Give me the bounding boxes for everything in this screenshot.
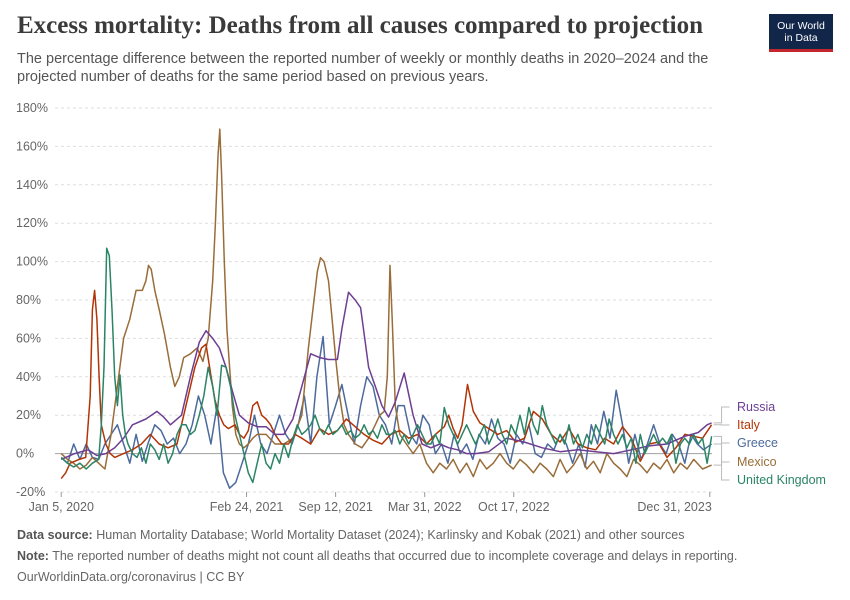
x-tick-label: Feb 24, 2021 — [210, 500, 284, 514]
y-tick-label: 100% — [16, 255, 48, 269]
y-tick-label: 0% — [16, 447, 34, 461]
series-line-italy[interactable] — [60, 289, 713, 480]
y-tick-label: 60% — [16, 331, 41, 345]
legend: Russia Italy Greece Mexico United Kingdom — [713, 400, 826, 487]
logo-line-1: Our World — [777, 20, 825, 32]
legend-label-greece[interactable]: Greece — [737, 436, 778, 450]
x-axis-labels: Jan 5, 2020 Feb 24, 2021 Sep 12, 2021 Mar 3… — [29, 492, 712, 514]
series-line-greece[interactable] — [60, 335, 713, 489]
legend-label-united-kingdom[interactable]: United Kingdom — [737, 473, 826, 487]
legend-connector-united-kingdom — [713, 435, 730, 481]
chart-note: Note: The reported number of deaths migh… — [17, 549, 737, 563]
y-tick-label: 80% — [16, 293, 41, 307]
chart-title: Excess mortality: Deaths from all causes… — [17, 12, 703, 39]
x-tick-label: Dec 31, 2023 — [637, 500, 711, 514]
credit[interactable]: OurWorldinData.org/coronavirus | CC BY — [17, 570, 245, 584]
y-tick-label: 40% — [16, 370, 41, 384]
y-tick-label: 20% — [16, 408, 41, 422]
legend-connector-russia — [713, 406, 730, 424]
legend-label-italy[interactable]: Italy — [737, 418, 761, 432]
x-tick-label: Mar 31, 2022 — [388, 500, 462, 514]
data-source-text: Human Mortality Database; World Mortalit… — [96, 528, 685, 542]
note-text: The reported number of deaths might not … — [52, 549, 738, 563]
series-line-mexico[interactable] — [60, 128, 712, 478]
y-axis-labels: -20% 0% 20% 40% 60% 80% 100% 120% 140% 160% 180% — [16, 101, 48, 499]
x-tick-label: Oct 17, 2022 — [478, 500, 550, 514]
series-line-russia[interactable] — [60, 291, 712, 461]
legend-label-mexico[interactable]: Mexico — [737, 455, 777, 469]
y-tick-label: -20% — [16, 485, 45, 499]
grid-layer — [55, 107, 712, 493]
owid-logo[interactable]: Our World in Data — [769, 14, 833, 52]
data-source-label: Data source: — [17, 528, 93, 542]
x-tick-label: Sep 12, 2021 — [298, 500, 372, 514]
y-tick-label: 140% — [16, 178, 48, 192]
data-source: Data source: Human Mortality Database; W… — [17, 528, 684, 542]
y-tick-label: 160% — [16, 139, 48, 153]
logo-line-2: in Data — [784, 32, 818, 44]
chart-subtitle: The percentage difference between the re… — [17, 51, 709, 85]
legend-label-russia[interactable]: Russia — [737, 400, 775, 414]
y-tick-label: 120% — [16, 216, 48, 230]
series-layer — [60, 128, 713, 489]
x-tick-label: Jan 5, 2020 — [29, 500, 94, 514]
series-line-united-kingdom[interactable] — [60, 247, 713, 484]
y-tick-label: 180% — [16, 101, 48, 115]
note-label: Note: — [17, 549, 49, 563]
